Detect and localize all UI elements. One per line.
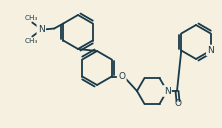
Text: O: O (174, 99, 182, 109)
Text: CH₃: CH₃ (25, 38, 38, 44)
Text: CH₃: CH₃ (25, 15, 38, 21)
Text: N: N (164, 87, 170, 95)
Text: N: N (38, 25, 45, 34)
Text: N: N (207, 46, 214, 55)
Text: O: O (118, 72, 125, 81)
